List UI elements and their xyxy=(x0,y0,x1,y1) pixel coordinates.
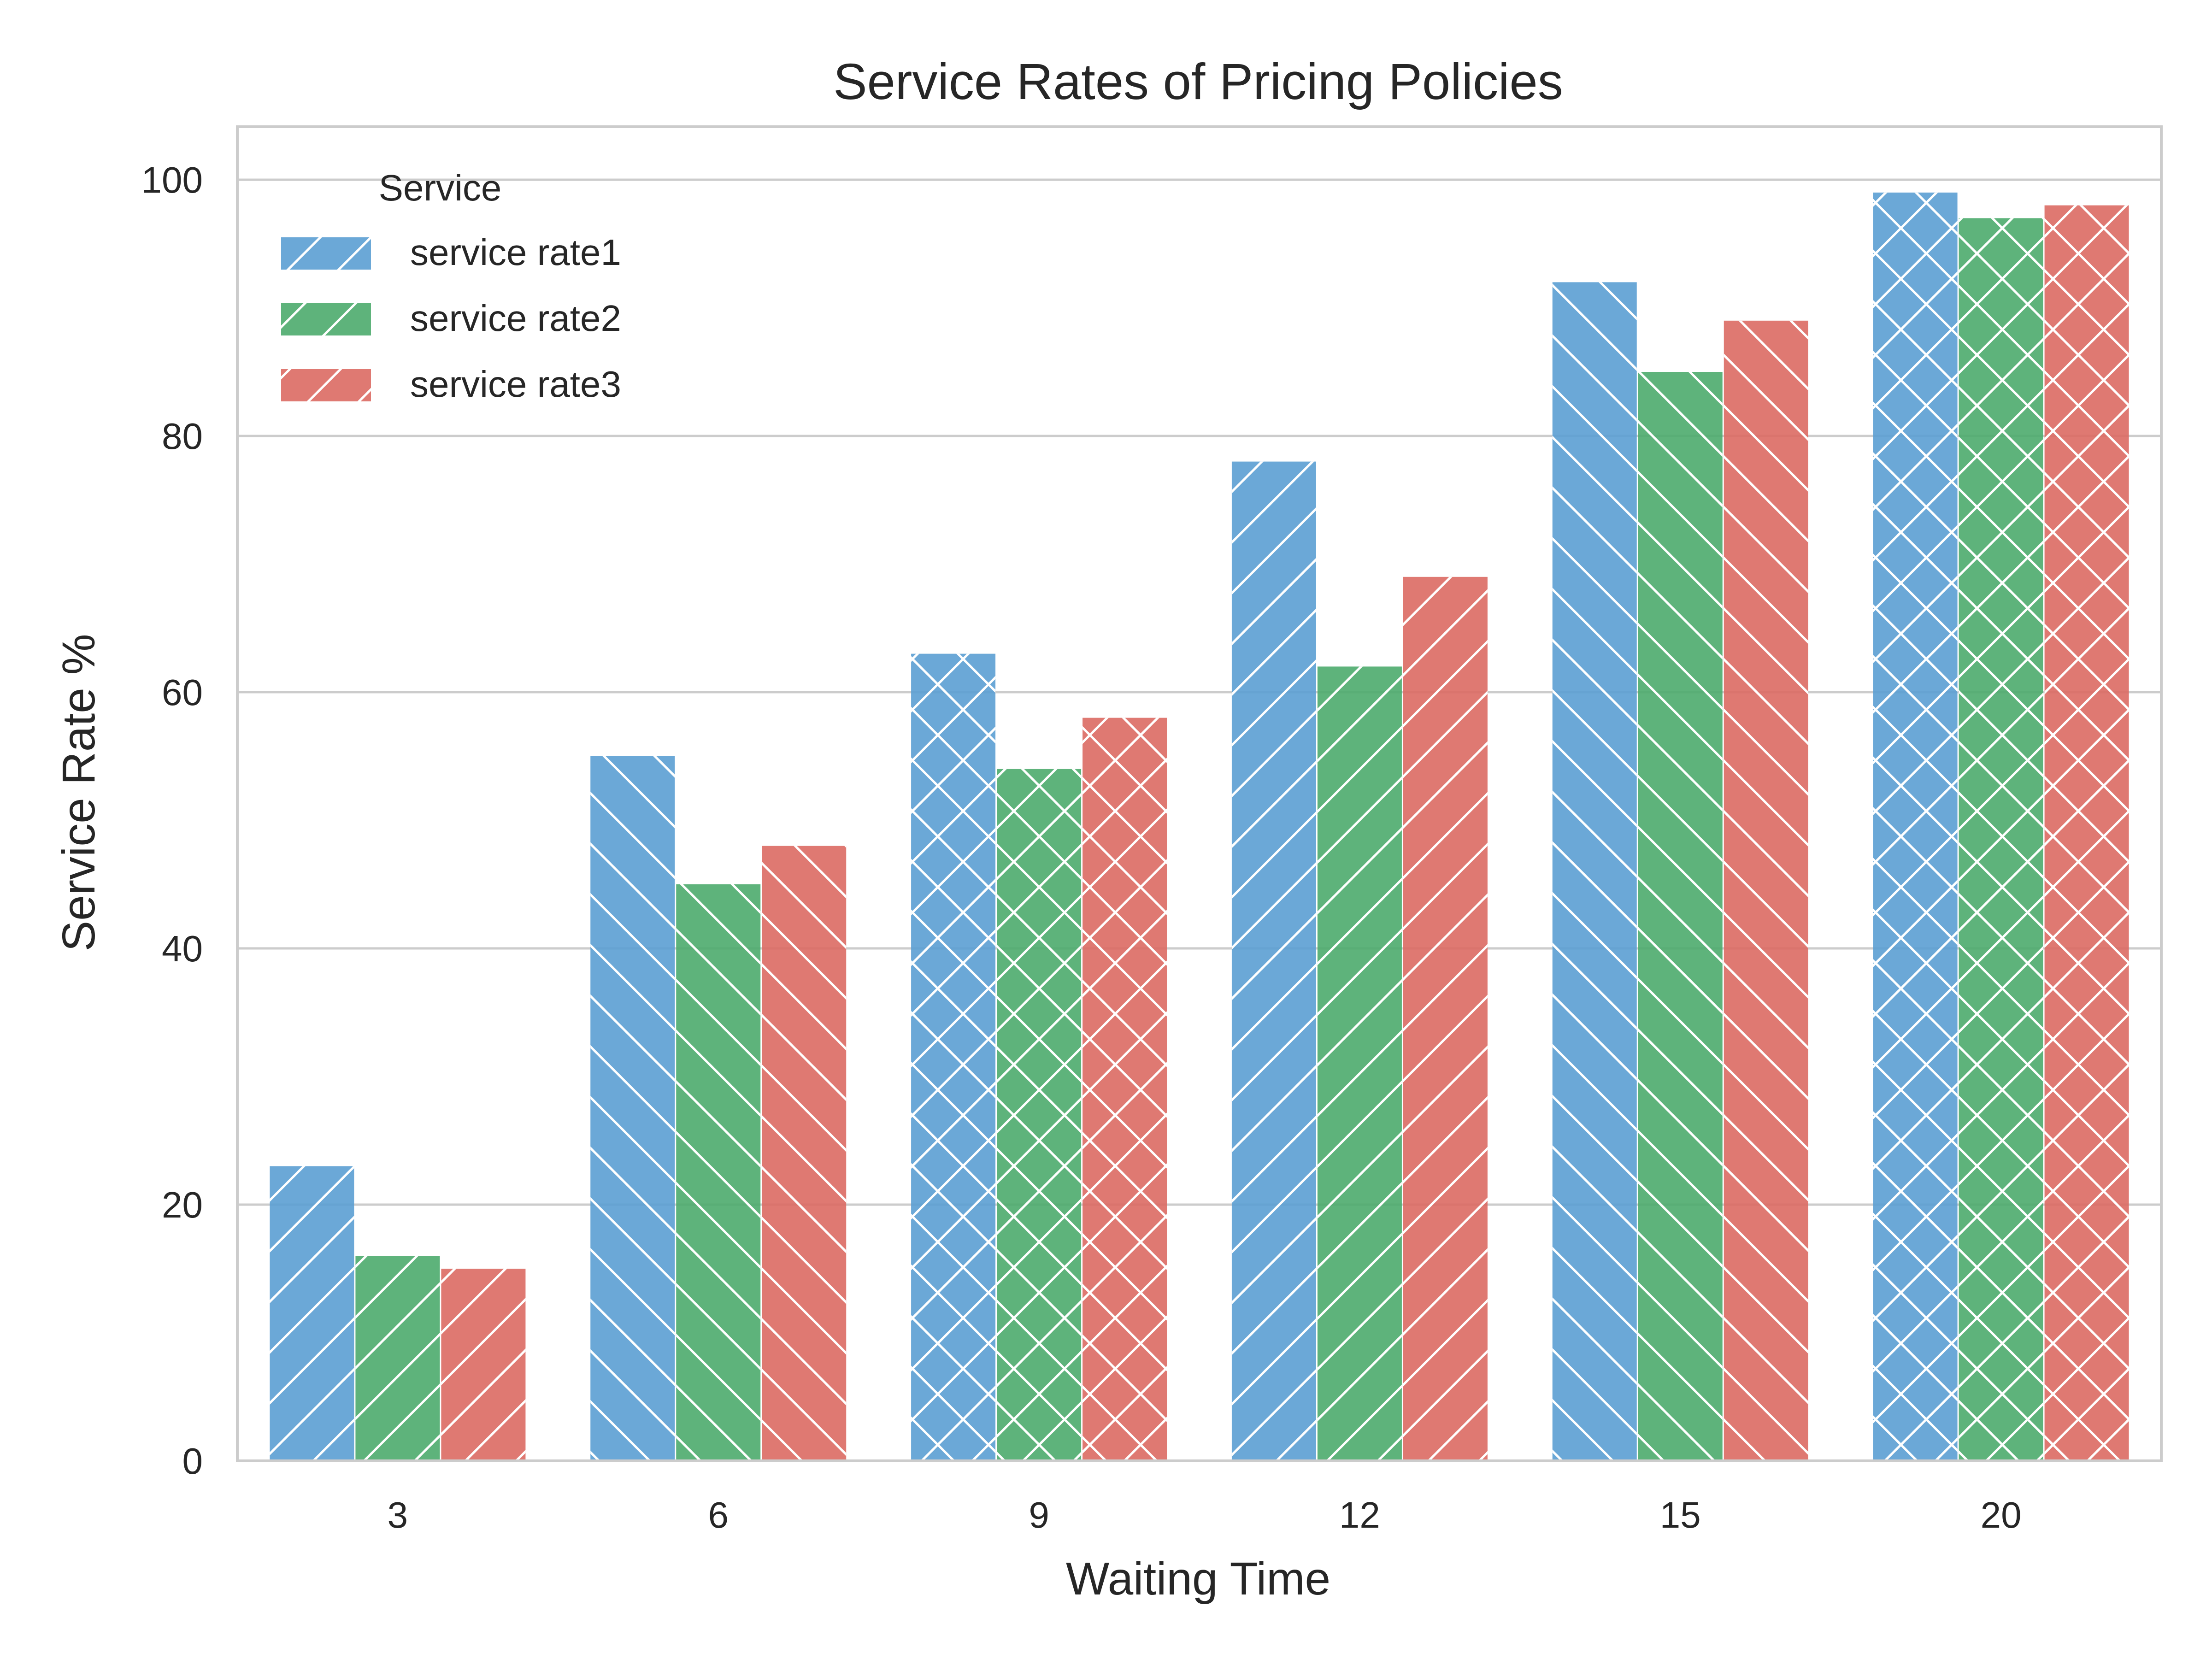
bar xyxy=(911,653,996,1461)
legend-label: service rate3 xyxy=(410,364,621,405)
y-tick-label: 20 xyxy=(162,1184,203,1225)
bar xyxy=(1959,218,2043,1461)
y-tick-label: 100 xyxy=(141,159,203,200)
y-tick-label: 80 xyxy=(162,416,203,457)
x-tick-label: 9 xyxy=(1029,1494,1049,1535)
legend-label: service rate1 xyxy=(410,232,621,273)
bar xyxy=(270,1166,354,1461)
legend-item: service rate3 xyxy=(281,364,621,405)
y-tick-label: 40 xyxy=(162,928,203,969)
bar xyxy=(1552,282,1637,1461)
legend-item: service rate1 xyxy=(281,232,621,273)
bar xyxy=(762,846,847,1461)
chart-title: Service Rates of Pricing Policies xyxy=(833,53,1563,110)
bar xyxy=(590,756,675,1461)
legend-item: service rate2 xyxy=(281,298,621,339)
x-tick-label: 12 xyxy=(1339,1494,1380,1535)
bar xyxy=(676,884,761,1461)
bar xyxy=(1082,718,1167,1461)
x-tick-label: 6 xyxy=(708,1494,729,1535)
x-tick-label: 20 xyxy=(1981,1494,2022,1535)
x-axis-label: Waiting Time xyxy=(1066,1553,1330,1605)
bar xyxy=(1317,666,1402,1461)
legend-label: service rate2 xyxy=(410,298,621,339)
bar xyxy=(997,769,1082,1461)
bar xyxy=(1873,192,1958,1461)
y-axis-label: Service Rate % xyxy=(53,634,105,951)
bar xyxy=(1638,372,1723,1461)
plot-frame xyxy=(236,125,2163,1462)
bar xyxy=(355,1256,440,1461)
x-tick-labels: 3 6 9 12 15 20 xyxy=(388,1494,2022,1535)
y-tick-labels: 0 20 40 60 80 100 xyxy=(141,159,203,1482)
bars xyxy=(270,192,2129,1461)
bar xyxy=(2044,205,2129,1461)
bar xyxy=(1724,320,1808,1461)
gridlines xyxy=(237,178,2161,1206)
y-tick-label: 0 xyxy=(182,1441,203,1482)
bar xyxy=(1231,461,1316,1461)
x-tick-label: 15 xyxy=(1660,1494,1701,1535)
bar xyxy=(1403,577,1488,1461)
legend-title: Service xyxy=(379,167,502,208)
y-tick-label: 60 xyxy=(162,672,203,713)
legend: Service service rate1 service rate2 servic… xyxy=(281,167,621,405)
bar xyxy=(441,1269,526,1461)
x-tick-label: 3 xyxy=(388,1494,408,1535)
